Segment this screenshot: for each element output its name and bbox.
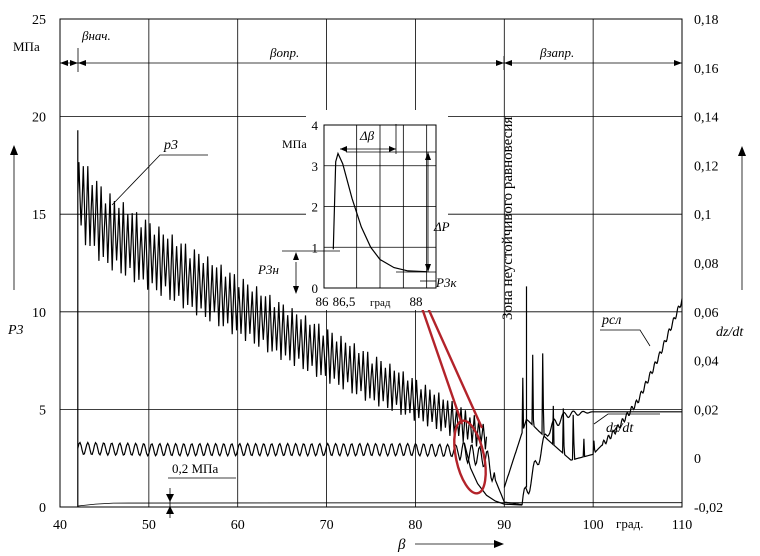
inset-background [306,110,448,310]
plot-frame [59,18,683,508]
zoom-line-2 [426,307,484,429]
psl-label: pсл [601,313,621,328]
inset-y-unit: МПа [282,137,307,151]
beta-arrowhead-end-right [504,60,512,66]
inset-y-tick-1: 1 [312,240,319,255]
small-pressure-arrow-down [166,506,174,514]
x-tick-100: 100 [583,518,604,533]
inset-chart: МПа 0 1 2 3 4 86 86,5 88 град Δβ ΔP P3н P3к [257,110,457,310]
inset-delta-p-arrow-down [425,264,431,272]
inset-y-tick-3: 3 [312,159,319,174]
inset-x-tick-labels: 86 86,5 88 [316,294,423,309]
y-right-tick-0: -0,02 [694,501,723,516]
x-tick-40: 40 [53,518,67,533]
inset-p3n-arrowhead-bottom [293,286,299,294]
inset-p3k-label: P3к [435,275,457,290]
series-dzdt [77,410,682,506]
y-right-tick-10: 0,18 [694,13,719,28]
x-axis-unit: град. [616,516,643,531]
inset-delta-beta-arrow-left [340,146,347,152]
inset-y-tick-0: 0 [312,281,319,296]
small-pressure-arrow-up [166,494,174,502]
beta-arrowhead-right [674,60,682,66]
inset-p3n-label: P3н [257,262,279,277]
series-psl [503,298,683,488]
series-layer [77,130,683,507]
y-right-tick-8: 0,14 [694,111,719,126]
y-left-tick-0: 0 [39,501,46,516]
small-pressure-label: 0,2 МПа [172,461,218,476]
y-right-tick-7: 0,12 [694,159,719,174]
zone-label: Зона неустойчивого равновесия [500,117,516,320]
y-right-tick-labels: -0,02 0 0,02 0,04 0,06 0,08 0,1 0,12 0,14 0,16 0,1… [694,13,723,516]
x-axis-label: β [397,537,406,553]
series-p3 [77,130,488,507]
y-left-tick-20: 20 [32,111,46,126]
x-tick-90: 90 [497,518,511,533]
y-left-tick-5: 5 [39,403,46,418]
zoom-line-1 [420,307,464,425]
beta-arrowhead-end-left [496,60,504,66]
inset-x-tick-1: 86,5 [333,294,356,309]
y-right-tick-5: 0,08 [694,257,719,272]
inset-x-unit: град [370,297,391,309]
x-tick-50: 50 [142,518,156,533]
inset-x-tick-0: 86 [316,294,330,309]
beta-arrowhead-left [60,60,68,66]
y-right-tick-2: 0,02 [694,403,719,418]
inset-y-tick-2: 2 [312,200,319,215]
beta-opr-label: βопр. [269,45,299,60]
beta-zapr-label: βзапр. [539,45,574,60]
y-right-tick-6: 0,1 [694,208,712,223]
y-right-tick-4: 0,06 [694,306,719,321]
y-left-arrowhead [10,145,18,155]
y-right-tick-1: 0 [694,452,701,467]
inset-y-tick-4: 4 [312,118,319,133]
inset-p3n-arrowhead [293,252,299,260]
p3-label: p3 [163,138,178,153]
inset-delta-p-label: ΔP [433,219,450,234]
y-left-tick-labels: 0 5 10 15 20 25 [32,13,46,516]
inset-delta-p-arrow-up [425,152,431,160]
y-right-tick-3: 0,04 [694,355,719,370]
x-tick-70: 70 [320,518,334,533]
y-left-tick-15: 15 [32,208,46,223]
beta-arrowhead-mid-right [78,60,86,66]
y-right-tick-9: 0,16 [694,62,719,77]
y-left-tick-25: 25 [32,13,46,28]
inset-delta-beta-arrow-right [389,146,396,152]
y-right-arrowhead [738,146,746,156]
zoom-ring [453,419,487,495]
inset-delta-beta-label: Δβ [359,128,375,143]
beta-arrowhead-mid-left [70,60,78,66]
y-left-tick-10: 10 [32,306,46,321]
series-p3-tail [463,442,523,506]
inset-y-tick-labels: 0 1 2 3 4 [312,118,319,296]
y-left-unit: МПа [13,39,40,54]
x-tick-80: 80 [408,518,422,533]
psl-leader [600,329,651,347]
y-right-label: dz/dt [716,325,744,340]
x-tick-110: 110 [672,518,692,533]
x-tick-60: 60 [231,518,245,533]
x-tick-labels: 40 50 60 70 80 90 100 110 [53,518,692,533]
inset-x-tick-2: 88 [410,294,423,309]
x-axis-arrowhead [494,540,504,548]
y-left-label: P3 [7,323,24,338]
inset-pressure-curve [332,151,427,273]
p3-leader [111,154,208,206]
dzdt-label: dz/dt [606,421,634,436]
series-baseline [77,502,682,507]
dzdt-leader [593,413,660,425]
beta-start-label: βнач. [81,28,111,43]
